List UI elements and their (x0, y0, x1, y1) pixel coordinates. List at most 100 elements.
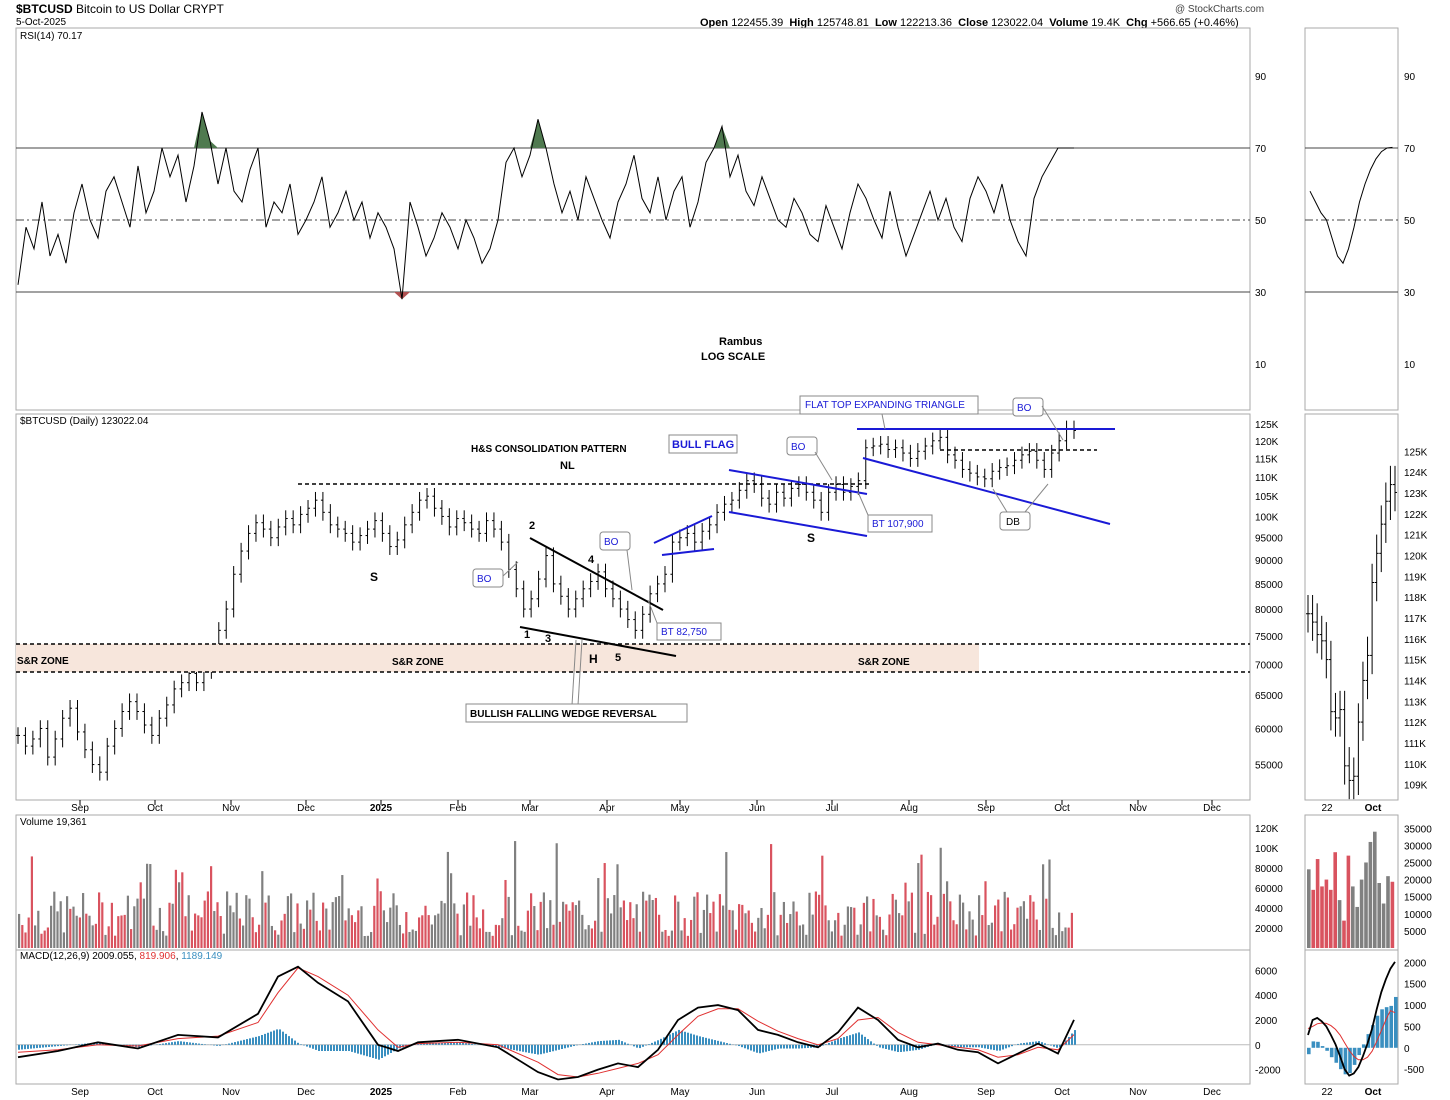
volume-bar (699, 932, 702, 948)
macd-hist-bar (141, 1044, 143, 1047)
volume-bar (978, 895, 981, 948)
volume-bar (994, 905, 997, 948)
macd-hist-bar (534, 1044, 536, 1054)
price-tick-2: 115K (1255, 454, 1278, 465)
bt-107900-callout (867, 514, 933, 533)
macd-panel: 6000 4000 2000 0 -2000 (16, 965, 1281, 1081)
macd-hist-bar (651, 1042, 653, 1045)
zoom-macd-hist-bar (1394, 996, 1398, 1048)
macd-hist-bar (585, 1043, 587, 1045)
volume-bar (747, 910, 750, 948)
macd-hist-bar (975, 1044, 977, 1048)
volume-bar (123, 914, 126, 948)
volume-bar (718, 894, 721, 948)
rsi-overbought-fill (194, 112, 202, 148)
volume-bar (616, 864, 619, 948)
volume-bar (430, 924, 433, 948)
zoom-macd-hist-bar (1316, 1041, 1320, 1048)
zoom-macd-hist-bar (1329, 1047, 1334, 1058)
macd-hist-bar (840, 1037, 842, 1045)
flat-top-box (799, 395, 979, 415)
macd-hist-bar (351, 1044, 353, 1052)
volume-bar (238, 918, 241, 948)
macd-hist-bar (765, 1044, 767, 1052)
rsi-tick-2: 50 (1255, 216, 1267, 227)
volume-bar (194, 913, 197, 948)
volume-bar (648, 894, 651, 948)
zoom-price-tick-1: 124K (1404, 468, 1428, 479)
macd-hist-bar (276, 1029, 278, 1045)
macd-hist-bar (888, 1044, 890, 1050)
price-xlabel-9: Jun (749, 803, 765, 814)
macd-hist-bar (777, 1044, 779, 1049)
volume-bar (360, 906, 363, 948)
macd-hist-bar (1059, 1044, 1061, 1048)
volume-bar (206, 891, 209, 948)
macd-hist-bar (648, 1044, 650, 1045)
macd-hist-bar (213, 1044, 215, 1046)
zoom-panels: 125K 124K 123K 122K 121K 120K 119K 118K 117K 116K… (1306, 447, 1432, 1098)
volume-bar (632, 918, 635, 948)
volume-bar (261, 871, 264, 948)
volume-bar (485, 931, 488, 948)
volume-bar (866, 896, 869, 948)
zoom-volume-bar (1381, 903, 1386, 948)
volume-bar (1061, 931, 1064, 948)
zoom-volume-bar (1390, 881, 1395, 948)
volume-bar (187, 895, 190, 948)
volume-bar (859, 924, 862, 948)
macd-hist-bar (183, 1041, 185, 1045)
macd-hist-bar (333, 1044, 335, 1051)
volume-bar (107, 926, 110, 948)
macd-hist-bar (504, 1044, 506, 1049)
volume-bar (344, 920, 347, 948)
macd-hist-bar (621, 1041, 623, 1045)
volume-bar (101, 902, 104, 948)
volume-bar (1067, 927, 1070, 948)
macd-hist-bar (729, 1043, 731, 1045)
head-label: H (589, 652, 598, 666)
zoom-macd-xlabel-1: Oct (1365, 1087, 1382, 1098)
volume-bar (552, 924, 555, 948)
volume-bar (274, 930, 277, 948)
macd-hist-bar (456, 1042, 458, 1045)
volume-bar (325, 908, 328, 948)
volume-bar (21, 925, 24, 948)
macd-hist-bar (516, 1044, 518, 1051)
macd-hist-bar (972, 1044, 974, 1048)
volume-bar (408, 931, 411, 948)
volume-bar (350, 915, 353, 948)
macd-xlabel-5: Feb (449, 1087, 467, 1098)
macd-hist-bar (1011, 1044, 1013, 1047)
macd-hist-bar (624, 1042, 626, 1045)
volume-bar (270, 925, 273, 948)
macd-hist-bar (441, 1042, 443, 1045)
volume-bar (494, 924, 497, 948)
price-tick-7: 90000 (1255, 556, 1283, 567)
volume-bar (1000, 931, 1003, 948)
volume-bar (133, 906, 136, 948)
macd-hist-bar (705, 1037, 707, 1045)
zoom-macd-tick-1: 1500 (1404, 980, 1427, 991)
macd-hist-bar (822, 1044, 824, 1046)
zoom-price-tick-10: 115K (1404, 656, 1427, 667)
macd-hist-bar (429, 1043, 431, 1045)
volume-bar (645, 900, 648, 948)
volume-bar (574, 905, 577, 948)
macd-tick-4: -2000 (1255, 1066, 1281, 1077)
price-tick-3: 110K (1255, 473, 1278, 484)
volume-bar (546, 928, 549, 948)
rsi-panel: 90 90 70 70 50 50 30 30 10 10 (16, 72, 1416, 371)
macd-hist-bar (768, 1044, 770, 1051)
volume-bar (254, 932, 257, 948)
macd-hist-bar (660, 1038, 662, 1045)
macd-xlabel-0: Sep (71, 1087, 89, 1098)
macd-hist-bar (567, 1044, 569, 1048)
zoom-price-tick-8: 117K (1404, 614, 1427, 625)
volume-bar (318, 930, 321, 948)
macd-hist-bar (645, 1044, 647, 1046)
volume-bar (882, 929, 885, 948)
volume-tick-2: 80000 (1255, 864, 1283, 875)
macd-hist-bar (216, 1044, 218, 1046)
volume-bar (341, 875, 344, 948)
